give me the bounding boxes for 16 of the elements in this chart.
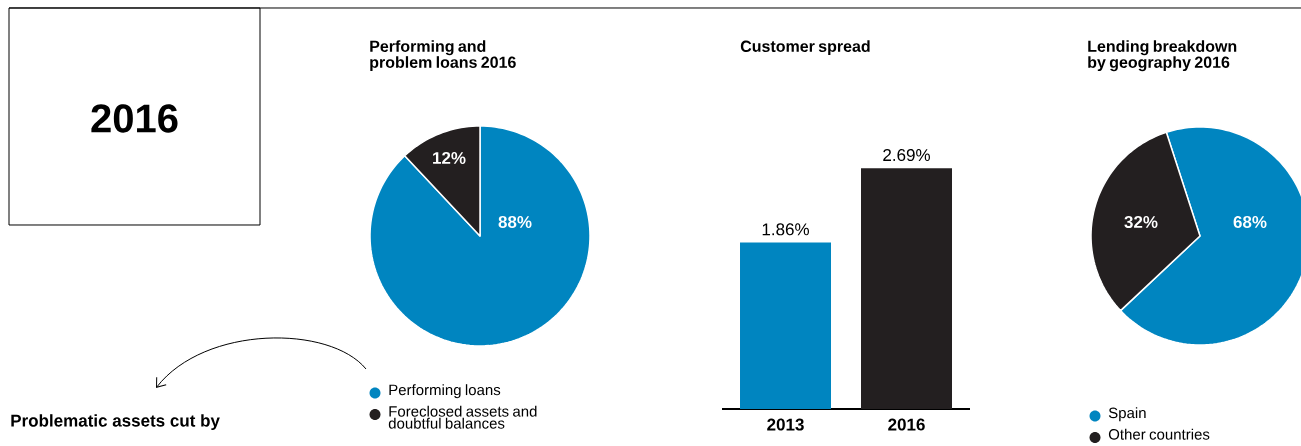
data-label: 2.69%	[883, 149, 930, 162]
data-label: 68%	[1233, 215, 1267, 229]
data-label: 32%	[1124, 215, 1158, 229]
chart-title: Lending breakdown by geography 2016	[1088, 40, 1237, 72]
legend-label: Spain	[1108, 407, 1146, 422]
x-tick-label: 2013	[767, 418, 804, 431]
text: 2016	[91, 104, 178, 133]
data-label: 88%	[498, 215, 532, 229]
legend-label: Performing loans	[389, 384, 501, 399]
chart-title: Customer spread	[740, 40, 870, 56]
data-label: 12%	[433, 151, 466, 164]
legend-label: Foreclosed assets and doubtful balances	[388, 405, 537, 429]
text: Problematic assets cut by	[11, 414, 220, 431]
legend-label: Other countries	[1108, 428, 1210, 440]
data-label: 1.86%	[762, 223, 809, 236]
chart-title: Performing and problem loans 2016	[370, 40, 516, 72]
